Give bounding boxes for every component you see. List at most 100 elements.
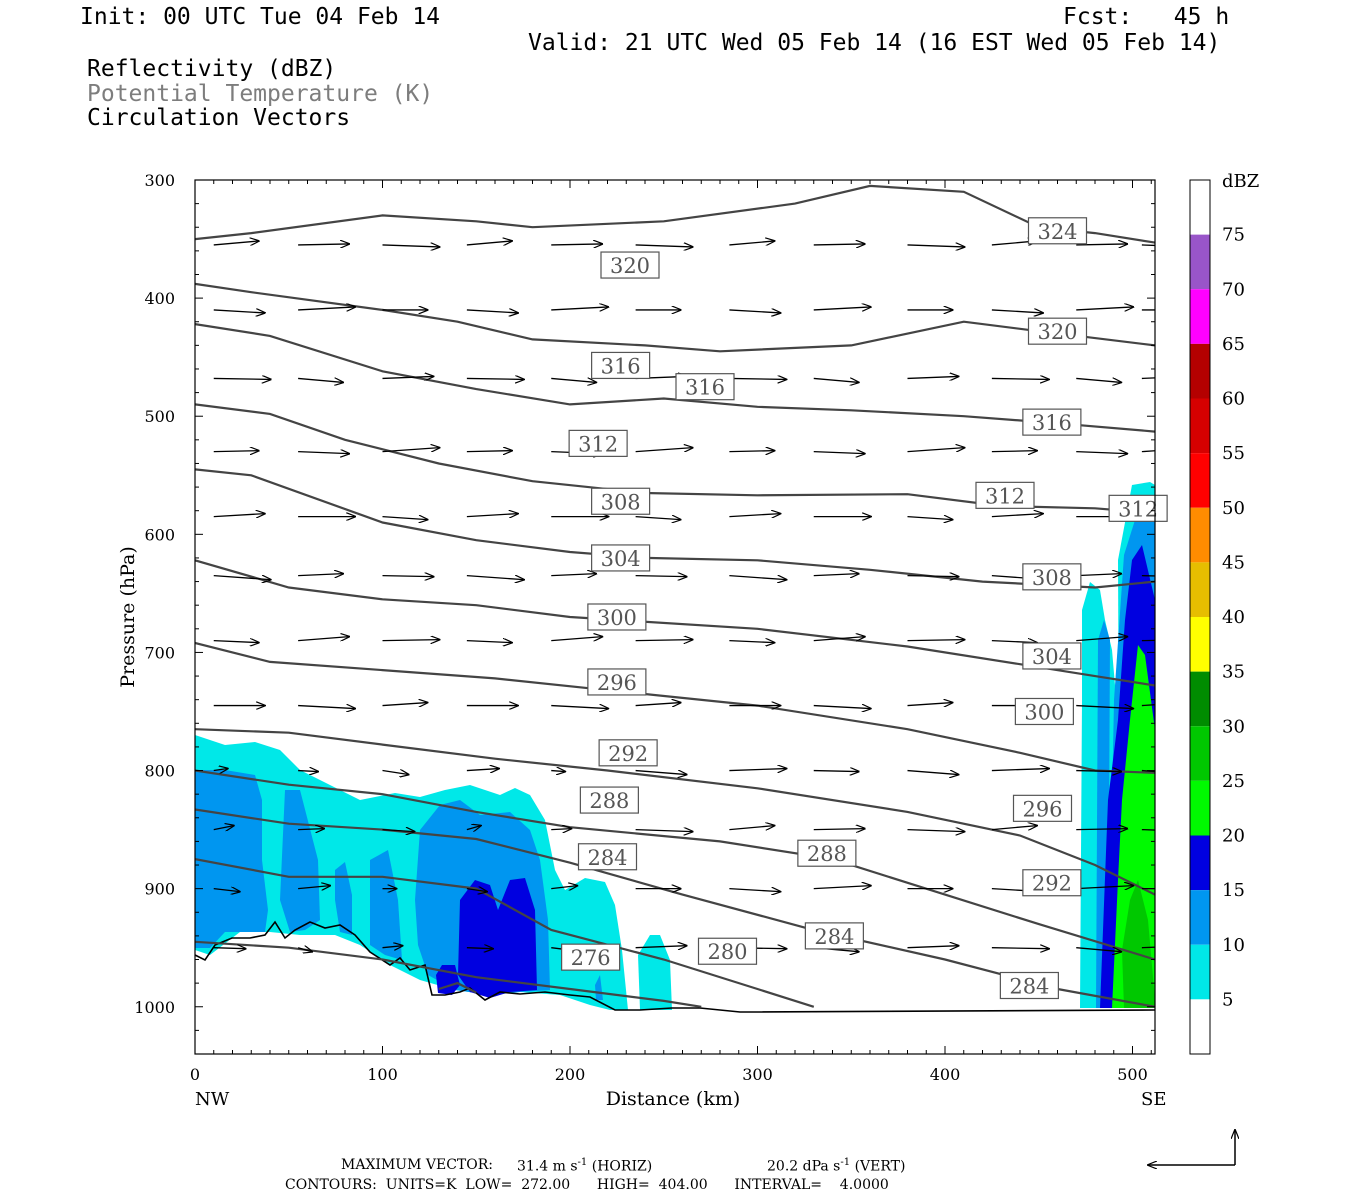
- theta-contour-labels: 324 320 320 316 316 316 312 312 312 308 308 304 304 3…: [561, 217, 1168, 1000]
- colorbar-title: dBZ: [1222, 171, 1259, 192]
- theta-label-text: 304: [601, 547, 641, 571]
- circulation-vector: [813, 829, 865, 830]
- theta-label-text: 296: [1022, 797, 1062, 821]
- circulation-vector: [1076, 574, 1121, 576]
- circulation-vector: [298, 886, 330, 889]
- circulation-vector: [1076, 452, 1127, 454]
- theta-label-304: 304: [591, 544, 651, 572]
- colorbar-swatch: [1190, 180, 1210, 235]
- theta-label-296: 296: [1012, 794, 1073, 822]
- y-tick-label: 1000: [134, 998, 175, 1017]
- theta-label-text: 300: [1024, 700, 1064, 724]
- circulation-vector: [991, 826, 1037, 830]
- theta-contour-292: [195, 769, 1155, 961]
- circulation-vector: [907, 448, 965, 453]
- circulation-vector: [466, 769, 499, 771]
- dbz-25-area: [1122, 880, 1155, 1008]
- theta-label-text: 320: [610, 254, 650, 278]
- circulation-vector: [298, 307, 355, 310]
- circulation-vector: [213, 241, 259, 245]
- x-left-direction: NW: [195, 1089, 230, 1110]
- circulation-vector: [382, 640, 440, 641]
- circulation-vector: [1076, 948, 1121, 952]
- dbz-15-area: [458, 878, 537, 998]
- theta-label-312: 312: [1108, 494, 1168, 522]
- colorbar-swatch: [1190, 726, 1210, 781]
- field-theta: Potential Temperature (K): [87, 81, 434, 107]
- colorbar-level-label: 45: [1222, 552, 1245, 573]
- theta-label-308: 308: [591, 487, 651, 515]
- circulation-vector: [635, 448, 693, 453]
- theta-contour-320: [195, 282, 1155, 353]
- colorbar-swatch: [1190, 780, 1210, 836]
- circulation-vector: [1141, 639, 1155, 642]
- theta-label-box: [1027, 217, 1088, 245]
- circulation-vector: [382, 376, 434, 378]
- circulation-vector: [382, 448, 440, 453]
- circulation-vector: [1141, 377, 1155, 380]
- circulation-vector: [729, 378, 786, 379]
- circulation-vector: [813, 244, 865, 245]
- circulation-vector: [991, 514, 1043, 517]
- circulation-vector: [466, 889, 487, 892]
- circulation-vector: [729, 769, 786, 771]
- theta-label-box: [1022, 869, 1082, 897]
- circulation-vector: [991, 451, 1037, 452]
- theta-label-box: [579, 786, 639, 814]
- circulation-vector: [298, 637, 349, 641]
- theta-label-284: 284: [577, 843, 638, 871]
- theta-contour-276: [438, 981, 477, 994]
- circulation-vector: [813, 452, 865, 454]
- circulation-vector: [635, 576, 687, 577]
- colorbar-level-label: 70: [1222, 279, 1245, 300]
- circulation-vector: [298, 574, 343, 576]
- theta-contour-304: [195, 559, 1155, 687]
- circulation-vector: [551, 378, 596, 382]
- circulation-vector: [551, 829, 571, 830]
- theta-label-box: [1027, 317, 1088, 345]
- colorbar-swatch: [1190, 398, 1210, 454]
- theta-label-box: [561, 943, 621, 971]
- theta-label-316: 316: [591, 351, 651, 380]
- circulation-vector: [298, 829, 324, 830]
- terrain-line: [194, 920, 1156, 1013]
- circulation-vector: [729, 575, 786, 580]
- theta-label-box: [1108, 494, 1168, 522]
- colorbar: 75 70 65 60 55 50 45 40 35 30 25 20 15 10 5: [1189, 179, 1245, 1055]
- circulation-vector: [907, 517, 953, 520]
- y-tick-label: 800: [144, 762, 175, 781]
- theta-label-box: [1022, 642, 1082, 670]
- circulation-vector: [1141, 244, 1155, 247]
- circulation-vector: [298, 244, 349, 245]
- theta-label-box: [577, 843, 638, 871]
- circulation-vector: [1141, 450, 1155, 453]
- colorbar-level-label: 20: [1222, 826, 1245, 847]
- circulation-vector: [551, 574, 596, 576]
- theta-contour-284: [195, 858, 815, 1008]
- theta-label-box: [975, 481, 1035, 509]
- theta-label-280: 280: [697, 937, 758, 965]
- theta-label-text: 300: [597, 606, 637, 630]
- plot-frame: [194, 179, 1156, 1055]
- field-vectors: Circulation Vectors: [87, 105, 351, 131]
- circulation-vector: [213, 378, 271, 379]
- circulation-vector: [991, 948, 1049, 949]
- circulation-vector: [382, 245, 440, 247]
- circulation-vector: [813, 637, 865, 641]
- theta-label-text: 284: [1009, 974, 1049, 998]
- circulation-vector: [298, 771, 318, 772]
- circulation-vector: [813, 378, 859, 382]
- colorbar-level-label: 25: [1222, 771, 1245, 792]
- theta-label-308: 308: [1022, 563, 1082, 591]
- theta-label-text: 316: [1032, 411, 1072, 435]
- y-axis-title: Pressure (hPa): [117, 546, 139, 688]
- theta-label-box: [1022, 408, 1082, 436]
- circulation-vector: [1141, 828, 1155, 831]
- circulation-vector: [466, 241, 512, 245]
- circulation-vector: [1076, 829, 1127, 830]
- circulation-vector: [635, 703, 681, 706]
- theta-label-text: 288: [589, 789, 629, 813]
- circulation-vector: [907, 376, 959, 378]
- x-tick-label: 400: [930, 1065, 961, 1084]
